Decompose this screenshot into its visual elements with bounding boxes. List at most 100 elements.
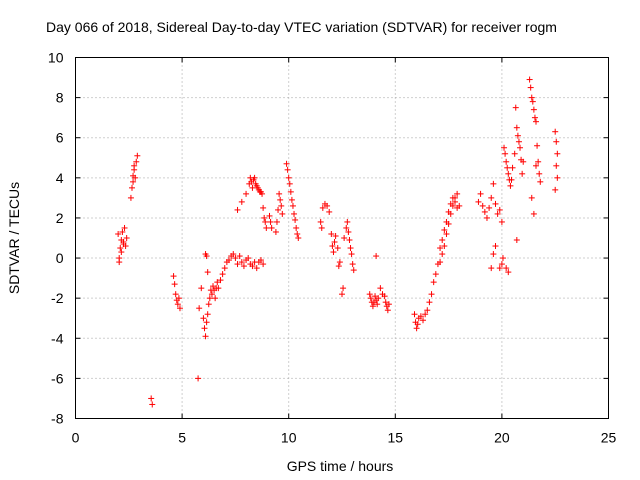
data-point — [490, 180, 497, 187]
data-point — [426, 299, 433, 306]
data-point — [494, 210, 501, 217]
data-point — [430, 279, 437, 286]
data-point — [519, 170, 526, 177]
data-point — [533, 118, 540, 125]
data-point — [507, 182, 514, 189]
data-point — [204, 269, 211, 276]
data-point — [348, 251, 355, 258]
data-point — [341, 235, 348, 241]
data-point — [279, 210, 286, 217]
data-point — [238, 259, 245, 266]
data-point — [454, 190, 461, 197]
x-tick-label: 15 — [388, 430, 404, 446]
data-point — [554, 174, 561, 181]
data-point — [413, 325, 420, 332]
y-tick-label: 4 — [56, 170, 64, 186]
data-point — [232, 255, 239, 262]
x-tick-label: 5 — [178, 430, 186, 446]
data-point — [533, 162, 540, 169]
data-point — [210, 283, 217, 290]
data-point — [319, 204, 326, 211]
data-point — [257, 257, 264, 264]
data-point — [287, 188, 294, 195]
data-point — [127, 194, 134, 201]
data-point — [488, 265, 495, 272]
data-point — [422, 311, 429, 318]
y-axis-title: SDTVAR / TECUs — [6, 182, 22, 294]
data-point — [443, 218, 450, 225]
data-point — [328, 230, 335, 237]
data-point — [420, 317, 427, 324]
data-point — [437, 245, 444, 252]
data-point — [528, 194, 535, 201]
data-point — [284, 166, 291, 173]
data-point — [212, 295, 219, 302]
y-tick-label: 2 — [56, 210, 64, 226]
data-point — [374, 301, 381, 308]
data-point — [554, 150, 561, 157]
data-point — [203, 253, 210, 260]
data-point — [326, 208, 333, 215]
data-point — [475, 198, 482, 205]
data-point — [283, 160, 290, 167]
data-point — [343, 224, 350, 231]
data-point — [492, 243, 499, 250]
data-point — [240, 263, 247, 270]
data-point — [293, 224, 300, 231]
data-point — [266, 212, 273, 219]
y-tick-label: 8 — [56, 90, 64, 106]
data-point — [553, 138, 560, 145]
data-point — [149, 401, 156, 408]
data-point — [292, 216, 299, 223]
data-point — [377, 285, 384, 292]
data-point — [346, 237, 353, 244]
data-point — [148, 395, 155, 402]
data-point — [249, 263, 256, 270]
data-point — [318, 224, 325, 231]
data-point — [288, 196, 295, 203]
data-point — [215, 285, 222, 292]
data-point — [454, 204, 461, 211]
data-point — [514, 132, 521, 139]
data-point — [502, 150, 509, 157]
data-point — [286, 180, 293, 187]
data-point — [509, 164, 516, 171]
data-point — [267, 218, 274, 225]
data-point — [373, 253, 380, 260]
data-point — [206, 295, 213, 302]
y-tick-label: 10 — [48, 50, 64, 66]
data-point — [115, 230, 122, 237]
data-point — [121, 224, 128, 231]
data-point — [451, 198, 458, 205]
data-point — [336, 259, 343, 266]
data-point — [534, 142, 541, 149]
data-point — [505, 269, 512, 276]
data-point — [268, 224, 275, 231]
data-point — [331, 239, 338, 246]
data-point — [483, 214, 490, 221]
data-point — [273, 218, 280, 225]
data-point — [198, 285, 205, 292]
data-point — [530, 106, 537, 113]
y-tick-label: -4 — [51, 330, 64, 346]
data-point — [417, 313, 424, 320]
data-point — [384, 307, 391, 314]
data-point — [441, 243, 448, 250]
data-point — [226, 257, 233, 264]
data-point — [275, 206, 282, 213]
data-point — [414, 321, 421, 328]
data-point — [447, 200, 454, 207]
data-point — [530, 210, 537, 217]
data-point — [260, 261, 267, 268]
plot-frame — [75, 57, 609, 419]
data-point — [528, 94, 535, 101]
data-point — [477, 190, 484, 197]
data-point — [203, 319, 210, 326]
data-point — [238, 198, 245, 205]
data-point — [329, 243, 336, 250]
data-point — [261, 214, 268, 221]
data-point — [204, 311, 211, 318]
data-point — [291, 210, 298, 217]
data-point — [439, 237, 446, 244]
